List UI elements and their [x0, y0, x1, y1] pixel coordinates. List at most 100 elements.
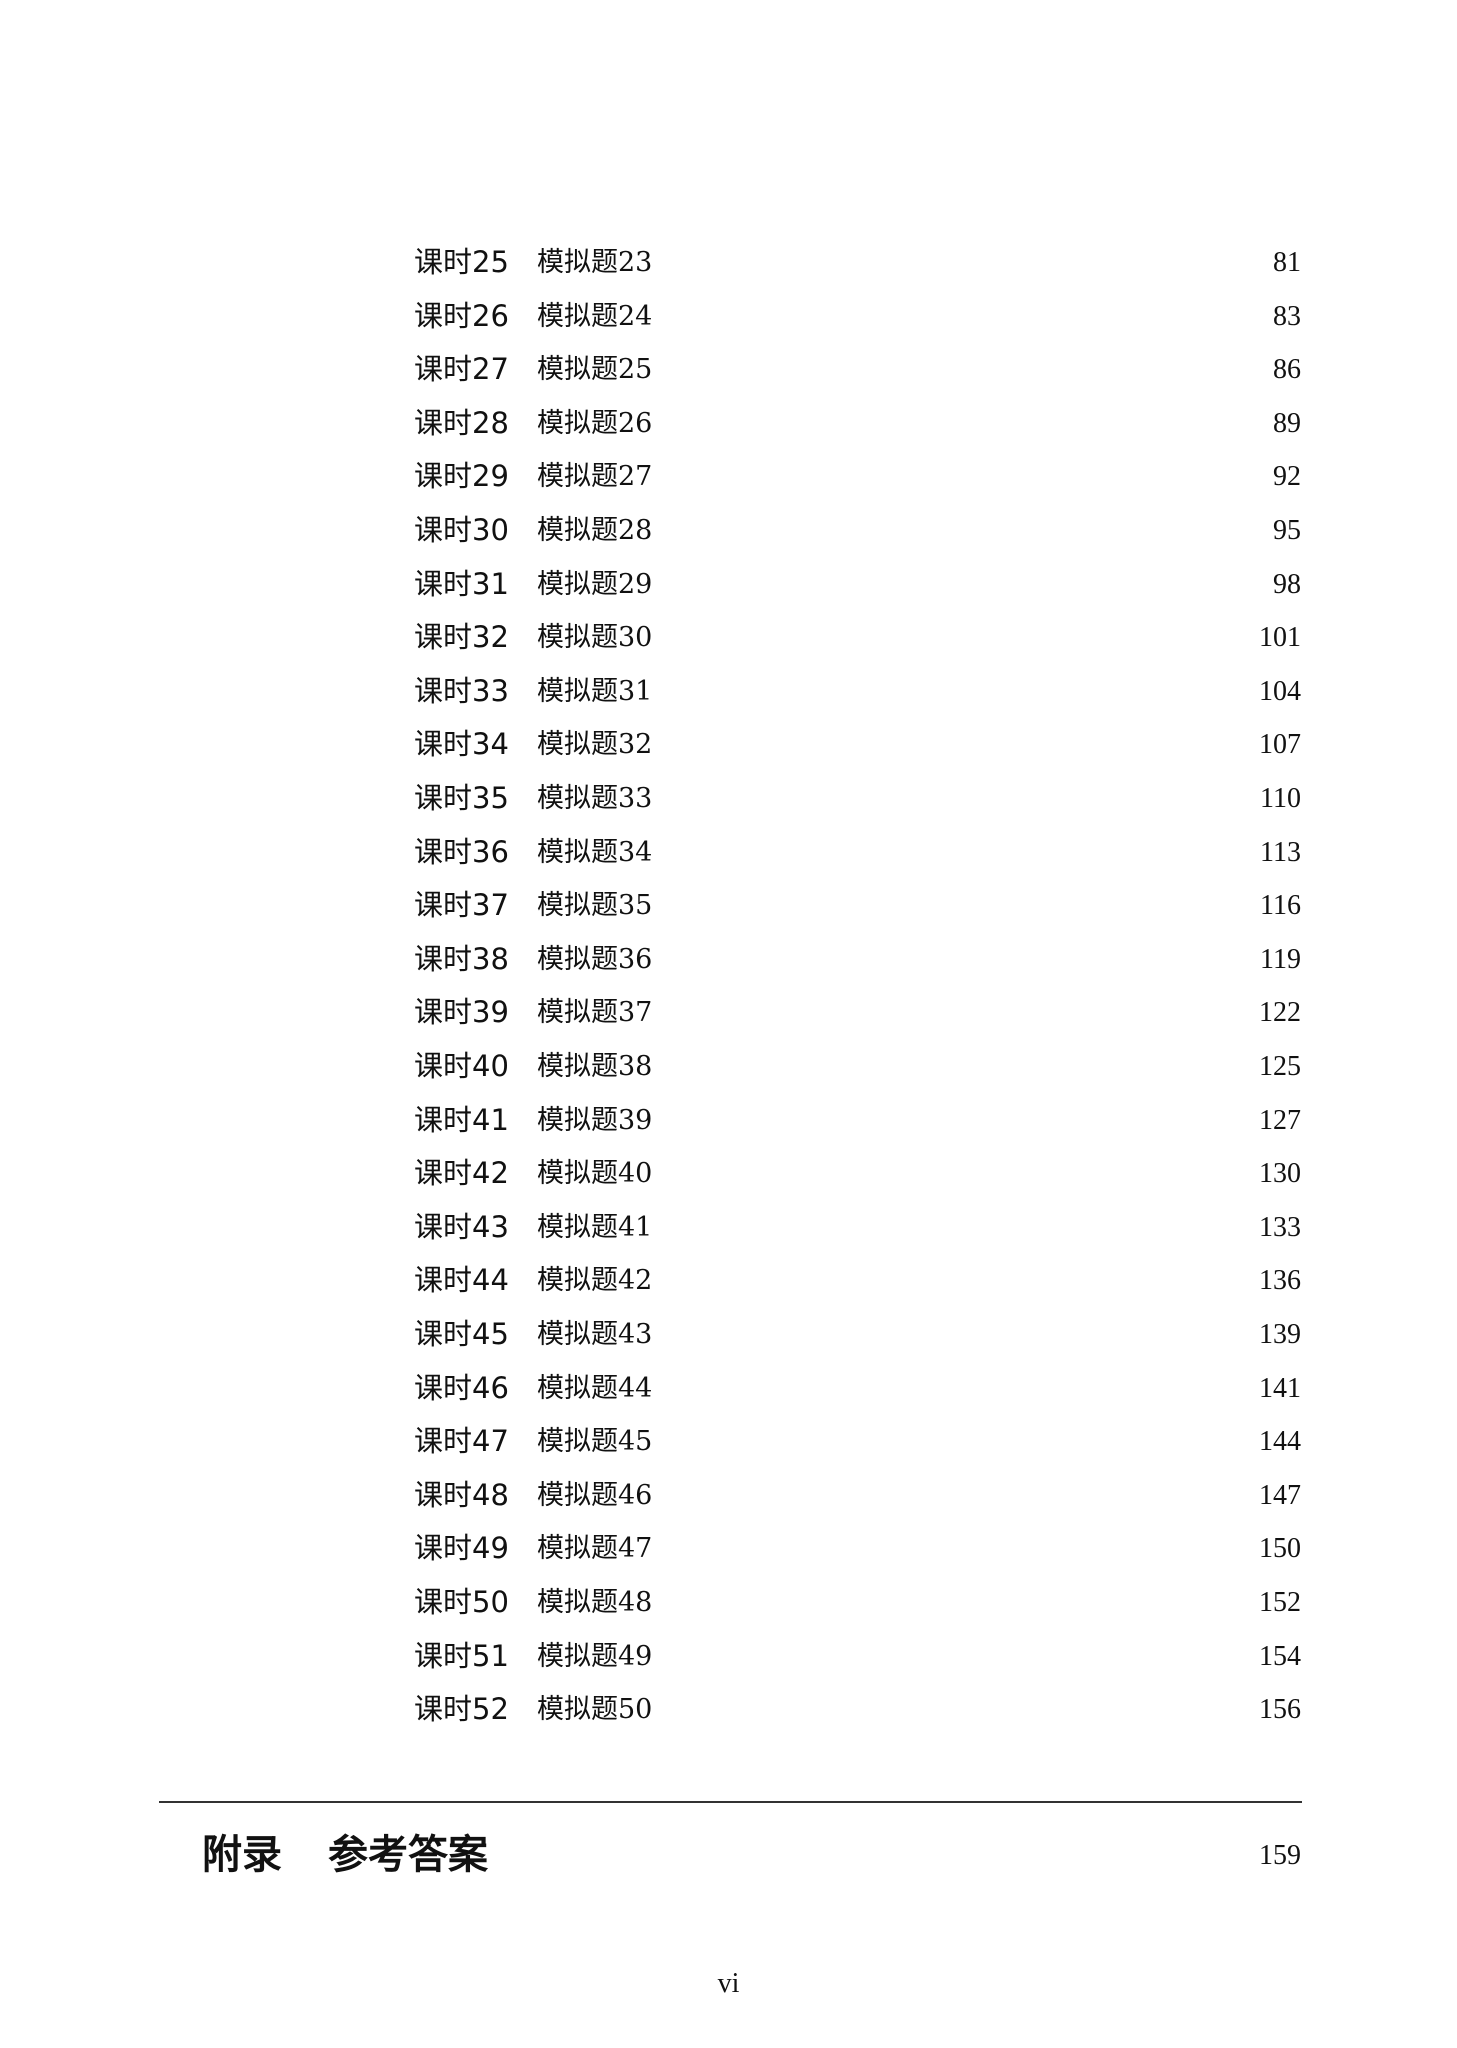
toc-entry[interactable]: 课时29 模拟题27 92 — [0, 450, 1457, 504]
toc-entry[interactable]: 课时45 模拟题43 139 — [0, 1308, 1457, 1362]
toc-entry[interactable]: 课时38 模拟题36 119 — [0, 933, 1457, 987]
entry-title: 模拟题46 — [537, 1479, 653, 1511]
lesson-label: 课时25 — [414, 245, 509, 279]
entry-title: 模拟题33 — [537, 783, 653, 814]
entry-title: 模拟题30 — [537, 622, 653, 654]
page-number: 104 — [1259, 675, 1301, 707]
lesson-label: 课时41 — [414, 1102, 509, 1137]
lesson-label: 课时36 — [414, 834, 509, 869]
page-number: 86 — [1273, 354, 1301, 386]
entry-title: 模拟题36 — [537, 943, 653, 975]
entry-title: 模拟题50 — [537, 1694, 653, 1726]
lesson-label: 课时26 — [414, 298, 509, 333]
appendix-page-number: 159 — [1259, 1840, 1301, 1871]
entry-title: 模拟题43 — [537, 1319, 653, 1350]
page-number: 130 — [1259, 1158, 1301, 1190]
entry-title: 模拟题41 — [537, 1211, 653, 1243]
toc-entry[interactable]: 课时28 模拟题26 89 — [0, 397, 1457, 451]
toc-appendix-entry[interactable]: 附录 参考答案 159 — [0, 1830, 1457, 1880]
toc-entry[interactable]: 课时27 模拟题25 86 — [0, 343, 1457, 397]
entry-title: 模拟题39 — [537, 1104, 653, 1136]
toc-entry[interactable]: 课时26 模拟题24 83 — [0, 290, 1457, 344]
lesson-label: 课时50 — [414, 1585, 509, 1619]
toc-entry[interactable]: 课时39 模拟题37 122 — [0, 986, 1457, 1040]
page-number: 107 — [1259, 729, 1301, 761]
toc-entry[interactable]: 课时37 模拟题35 116 — [0, 879, 1457, 933]
entry-title: 模拟题47 — [537, 1533, 653, 1565]
toc-entry[interactable]: 课时34 模拟题32 107 — [0, 718, 1457, 772]
toc-entry[interactable]: 课时48 模拟题46 147 — [0, 1469, 1457, 1523]
toc-entry[interactable]: 课时52 模拟题50 156 — [0, 1683, 1457, 1737]
toc-entry[interactable]: 课时41 模拟题39 127 — [0, 1094, 1457, 1148]
lesson-label: 课时27 — [414, 352, 509, 387]
entry-title: 模拟题24 — [537, 300, 653, 332]
entry-title: 模拟题32 — [537, 729, 653, 761]
page-number: 144 — [1259, 1426, 1301, 1458]
toc-entry[interactable]: 课时44 模拟题42 136 — [0, 1254, 1457, 1308]
toc-entry[interactable]: 课时31 模拟题29 98 — [0, 558, 1457, 612]
lesson-label: 课时30 — [414, 513, 509, 547]
page-number: 150 — [1259, 1533, 1301, 1565]
page-number: 139 — [1259, 1319, 1301, 1350]
page-number: 81 — [1273, 247, 1301, 278]
entry-title: 模拟题40 — [537, 1158, 653, 1190]
entry-title: 模拟题29 — [537, 568, 653, 600]
entry-title: 模拟题28 — [537, 515, 653, 546]
toc-entry[interactable]: 课时33 模拟题31 104 — [0, 665, 1457, 719]
entry-title: 模拟题42 — [537, 1265, 653, 1297]
lesson-label: 课时39 — [414, 995, 509, 1030]
toc-entry[interactable]: 课时42 模拟题40 130 — [0, 1147, 1457, 1201]
page-number: 152 — [1259, 1587, 1301, 1618]
toc-entry[interactable]: 课时25 模拟题23 81 — [0, 236, 1457, 290]
entry-title: 模拟题48 — [537, 1587, 653, 1618]
lesson-label: 课时48 — [414, 1477, 509, 1512]
page-number: 147 — [1259, 1479, 1301, 1511]
lesson-label: 课时35 — [414, 781, 509, 815]
toc-entry[interactable]: 课时36 模拟题34 113 — [0, 826, 1457, 880]
page-number: 122 — [1259, 997, 1301, 1029]
toc-entry[interactable]: 课时43 模拟题41 133 — [0, 1201, 1457, 1255]
entry-title: 模拟题34 — [537, 836, 653, 868]
lesson-label: 课时32 — [414, 620, 509, 655]
toc-entry[interactable]: 课时47 模拟题45 144 — [0, 1415, 1457, 1469]
page-number: 156 — [1259, 1694, 1301, 1726]
lesson-label: 课时51 — [414, 1638, 509, 1673]
page-number: 119 — [1260, 943, 1301, 975]
lesson-label: 课时44 — [414, 1263, 509, 1298]
page-number: 110 — [1260, 783, 1301, 814]
lesson-label: 课时46 — [414, 1370, 509, 1405]
lesson-label: 课时43 — [414, 1209, 509, 1244]
toc-entry[interactable]: 课时49 模拟题47 150 — [0, 1522, 1457, 1576]
lesson-label: 课时29 — [414, 459, 509, 494]
toc-entry[interactable]: 课时32 模拟题30 101 — [0, 611, 1457, 665]
page-number: 83 — [1273, 300, 1301, 332]
toc-entry[interactable]: 课时40 模拟题38 125 — [0, 1040, 1457, 1094]
page-number: 154 — [1259, 1640, 1301, 1672]
lesson-label: 课时34 — [414, 727, 509, 762]
toc-entry[interactable]: 课时35 模拟题33 110 — [0, 772, 1457, 826]
lesson-label: 课时52 — [414, 1692, 509, 1727]
lesson-label: 课时38 — [414, 941, 509, 976]
entry-title: 模拟题25 — [537, 354, 653, 386]
entry-title: 模拟题23 — [537, 247, 653, 278]
lesson-label: 课时40 — [414, 1049, 509, 1083]
toc-entry[interactable]: 课时46 模拟题44 141 — [0, 1362, 1457, 1416]
entry-title: 模拟题35 — [537, 890, 653, 922]
entry-title: 模拟题27 — [537, 461, 653, 493]
entry-title: 模拟题45 — [537, 1426, 653, 1458]
toc-entry[interactable]: 课时50 模拟题48 152 — [0, 1576, 1457, 1630]
page-number: 125 — [1259, 1051, 1301, 1082]
section-divider — [159, 1801, 1302, 1803]
lesson-label: 课时45 — [414, 1317, 509, 1351]
page-number: 136 — [1259, 1265, 1301, 1297]
lesson-label: 课时47 — [414, 1424, 509, 1459]
page-number: 95 — [1273, 515, 1301, 546]
page-number: 133 — [1259, 1211, 1301, 1243]
toc-entry[interactable]: 课时30 模拟题28 95 — [0, 504, 1457, 558]
entry-title: 模拟题31 — [537, 675, 653, 707]
lesson-label: 课时37 — [414, 888, 509, 923]
entry-title: 模拟题26 — [537, 407, 653, 439]
page-number: 89 — [1273, 407, 1301, 439]
page-number: 116 — [1260, 890, 1301, 922]
toc-entry[interactable]: 课时51 模拟题49 154 — [0, 1630, 1457, 1684]
